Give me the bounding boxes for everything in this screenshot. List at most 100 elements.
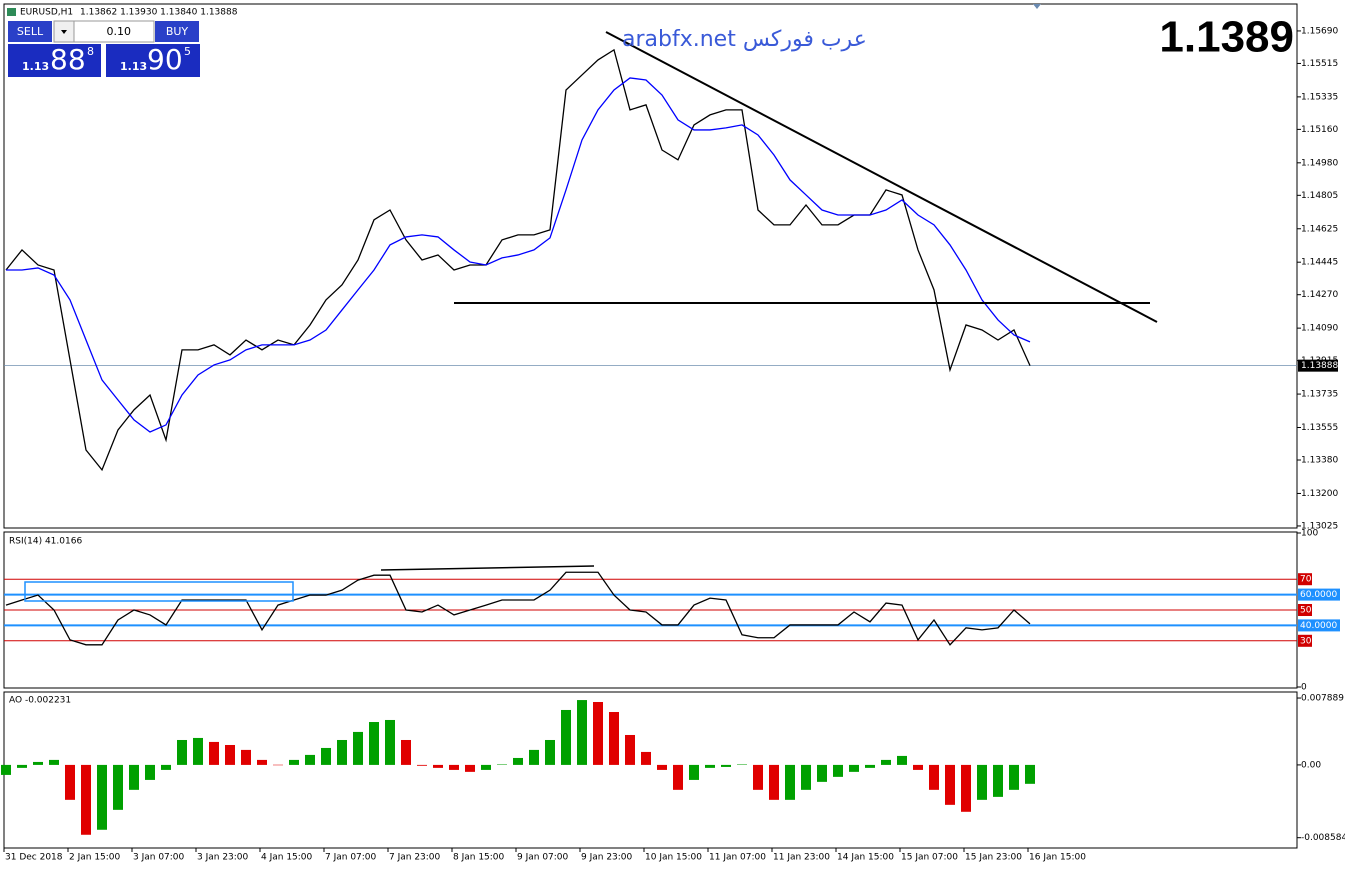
y-tick-label: 1.15160 bbox=[1301, 125, 1338, 135]
sell-pips: 88 bbox=[50, 43, 86, 76]
ao-bar bbox=[1025, 764, 1035, 784]
ao-bar bbox=[385, 719, 395, 765]
y-tick-label: 1.15690 bbox=[1301, 26, 1338, 36]
ao-bar bbox=[657, 764, 667, 770]
ao-bar bbox=[609, 712, 619, 765]
x-tick-label: 14 Jan 15:00 bbox=[837, 853, 894, 863]
rsi-box bbox=[24, 581, 294, 602]
ao-bar bbox=[961, 764, 971, 812]
y-tick-label: 1.14090 bbox=[1301, 324, 1338, 334]
ao-bar bbox=[977, 764, 987, 800]
x-tick-label: 7 Jan 07:00 bbox=[325, 853, 377, 863]
sell-price-box[interactable] bbox=[8, 44, 101, 77]
ao-bar bbox=[225, 744, 235, 765]
sell-prefix: 1.13 bbox=[22, 60, 49, 73]
ao-bar bbox=[545, 739, 555, 765]
ao-bar bbox=[369, 722, 379, 765]
ao-bar bbox=[145, 764, 155, 780]
ao-bar bbox=[801, 764, 811, 790]
ao-bar bbox=[561, 709, 571, 765]
y-tick-label: 1.13200 bbox=[1301, 489, 1338, 499]
ao-bar bbox=[273, 764, 283, 766]
level-label-box bbox=[1298, 573, 1312, 586]
y-tick-label: 1.13025 bbox=[1301, 521, 1338, 531]
y-tick-label: 1.13735 bbox=[1301, 390, 1338, 400]
series-line bbox=[6, 77, 1031, 433]
ao-bar bbox=[641, 751, 651, 765]
ao-bar bbox=[17, 764, 27, 768]
ao-bar bbox=[241, 749, 251, 765]
ao-bar bbox=[161, 764, 171, 770]
y-tick-label: 100 bbox=[1301, 529, 1318, 539]
ao-bar bbox=[289, 759, 299, 765]
level-label: 70 bbox=[1300, 575, 1312, 585]
x-tick-label: 15 Jan 23:00 bbox=[965, 853, 1022, 863]
x-tick-label: 31 Dec 2018 bbox=[5, 853, 63, 863]
x-tick-label: 3 Jan 23:00 bbox=[197, 853, 249, 863]
trend-line bbox=[605, 31, 1158, 323]
y-tick-label: 1.14980 bbox=[1301, 158, 1338, 168]
x-tick-label: 3 Jan 07:00 bbox=[133, 853, 185, 863]
x-tick-label: 11 Jan 23:00 bbox=[773, 853, 830, 863]
buy-label: BUY bbox=[166, 25, 189, 38]
level-label: 40.0000 bbox=[1300, 621, 1337, 631]
lot-input[interactable] bbox=[73, 20, 155, 43]
ao-bar bbox=[129, 764, 139, 790]
buy-pips: 90 bbox=[147, 43, 183, 76]
ao-bar bbox=[49, 759, 59, 765]
level-label: 60.0000 bbox=[1300, 590, 1337, 600]
dropdown-arrow bbox=[61, 30, 67, 34]
ao-bar bbox=[689, 764, 699, 780]
y-tick-label: -0.008584 bbox=[1301, 833, 1345, 843]
quote: 1.13862 1.13930 1.13840 1.13888 bbox=[80, 8, 238, 18]
shift-marker bbox=[1033, 4, 1041, 9]
ao-bar bbox=[753, 764, 763, 790]
y-tick-label: 1.15335 bbox=[1301, 92, 1338, 102]
rsi-title: RSI(14) 41.0166 bbox=[9, 537, 82, 547]
buy-prefix: 1.13 bbox=[120, 60, 147, 73]
ao-bar bbox=[193, 737, 203, 765]
x-tick-label: 8 Jan 15:00 bbox=[453, 853, 505, 863]
ao-bar bbox=[817, 764, 827, 782]
ao-bar bbox=[913, 764, 923, 770]
ao-bar bbox=[257, 759, 267, 765]
level-label-box bbox=[1298, 619, 1340, 632]
lot-value: 0.10 bbox=[107, 25, 132, 38]
series-line bbox=[5, 571, 1031, 646]
y-tick-label: 0 bbox=[1301, 683, 1307, 693]
buy-button[interactable] bbox=[155, 21, 199, 42]
price-panel bbox=[3, 3, 1298, 529]
y-tick-label: 1.13555 bbox=[1301, 423, 1338, 433]
symbol: EURUSD,H1 bbox=[20, 8, 73, 18]
symbol-icon bbox=[7, 8, 16, 16]
buy-price-box[interactable] bbox=[106, 44, 200, 77]
ao-bar bbox=[449, 764, 459, 770]
y-tick-label: 1.14445 bbox=[1301, 258, 1338, 268]
x-tick-label: 15 Jan 07:00 bbox=[901, 853, 958, 863]
level-label-box bbox=[1298, 634, 1312, 647]
ao-bar bbox=[97, 764, 107, 830]
ao-bar bbox=[337, 739, 347, 765]
ao-bar bbox=[625, 734, 635, 765]
watermark: arabfx.net عرب فوركس bbox=[622, 27, 867, 52]
ao-bar bbox=[737, 764, 747, 765]
ao-bar bbox=[353, 731, 363, 765]
y-tick-label: 0.00 bbox=[1301, 760, 1321, 770]
ao-bar bbox=[33, 761, 43, 765]
ao-bar bbox=[993, 764, 1003, 797]
buy-fraction: 5 bbox=[184, 45, 191, 58]
ao-bar bbox=[929, 764, 939, 790]
sell-fraction: 8 bbox=[87, 45, 94, 58]
ao-bar bbox=[721, 764, 731, 767]
sell-button[interactable] bbox=[8, 21, 52, 42]
ao-bar bbox=[321, 747, 331, 765]
ao-bar bbox=[417, 764, 427, 766]
ao-bar bbox=[209, 741, 219, 765]
y-tick-label: 1.14805 bbox=[1301, 191, 1338, 201]
y-tick-label: 1.14625 bbox=[1301, 224, 1338, 234]
x-tick-label: 4 Jan 15:00 bbox=[261, 853, 313, 863]
ao-bar bbox=[945, 764, 955, 805]
x-tick-label: 9 Jan 07:00 bbox=[517, 853, 569, 863]
